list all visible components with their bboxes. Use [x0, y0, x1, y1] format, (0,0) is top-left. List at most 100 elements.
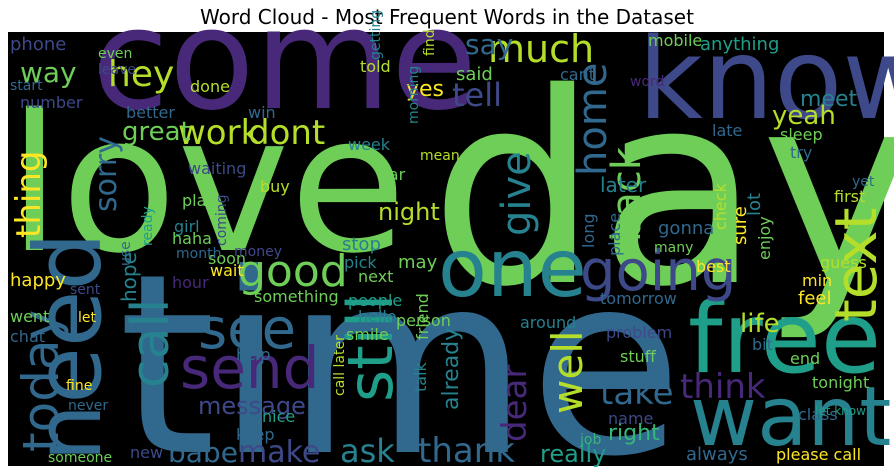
word: never — [68, 398, 108, 414]
word: late — [712, 121, 742, 140]
word: hope — [117, 252, 141, 302]
word: money — [234, 244, 282, 260]
word: need — [15, 232, 122, 462]
word: night — [378, 198, 440, 226]
word: phone — [10, 34, 66, 55]
word: later — [600, 173, 647, 197]
word: haha — [172, 229, 212, 248]
word: girl — [174, 217, 200, 236]
word: said — [456, 64, 493, 85]
word: person — [396, 311, 451, 330]
word: class — [798, 405, 838, 424]
word: cant — [560, 65, 595, 84]
word: let — [78, 310, 97, 326]
word: name — [608, 409, 653, 428]
word: guess — [820, 253, 867, 272]
word: call — [121, 299, 181, 388]
word: send — [180, 334, 319, 402]
word: talk — [411, 361, 430, 392]
word: already — [439, 328, 464, 410]
word: even — [98, 46, 132, 62]
word: always — [686, 444, 748, 465]
word: yeah — [772, 101, 836, 131]
word: well — [543, 330, 592, 414]
word: know — [638, 15, 894, 145]
word: mean — [420, 148, 460, 164]
word: end — [790, 349, 820, 368]
word: thing — [9, 151, 49, 238]
word: help — [236, 345, 271, 364]
word: right — [608, 421, 660, 446]
word: new — [130, 443, 163, 462]
word: month — [176, 246, 221, 262]
word: getting — [368, 10, 384, 60]
word: free — [688, 282, 881, 396]
word: plan — [182, 191, 217, 210]
word: tomorrow — [600, 289, 677, 308]
word: morning — [406, 66, 422, 124]
word: feel — [798, 288, 832, 309]
word: smile — [346, 325, 389, 344]
word: better — [126, 103, 175, 122]
word: stop — [342, 234, 381, 255]
word: yet — [852, 174, 875, 190]
word: please call — [776, 445, 861, 464]
word: enjoy — [755, 216, 774, 260]
word: week — [348, 135, 391, 154]
word: babe — [168, 436, 238, 469]
word: next — [358, 267, 393, 286]
word: today — [12, 310, 70, 452]
word: hour — [172, 273, 209, 292]
word: message — [198, 392, 306, 420]
cloud-background — [8, 32, 884, 466]
word: call later — [332, 335, 348, 396]
word: hey — [108, 54, 174, 95]
word: word — [630, 74, 664, 90]
word: start — [10, 78, 43, 94]
word: time — [118, 220, 683, 473]
word: come — [92, 0, 477, 142]
word: find — [422, 29, 438, 56]
word: nice — [262, 407, 295, 426]
word: way — [20, 56, 77, 89]
word: car — [380, 165, 406, 184]
word: mobile — [648, 31, 702, 50]
word: love — [8, 74, 406, 295]
word: make — [238, 435, 320, 470]
word: win — [248, 103, 276, 122]
word: job — [579, 432, 601, 448]
word: problem — [606, 323, 672, 342]
chart-title: Word Cloud - Most Frequent Words in the … — [200, 5, 694, 29]
word: back — [604, 146, 650, 242]
word: ask — [340, 432, 395, 470]
word: want — [690, 370, 891, 465]
word: anything — [700, 34, 779, 55]
word: best — [696, 257, 731, 276]
word: home — [570, 63, 616, 176]
word: give — [494, 151, 540, 236]
word: buy — [260, 177, 290, 196]
word: meet — [800, 87, 858, 112]
word: great — [122, 117, 191, 147]
word: went — [10, 307, 49, 326]
word: lot — [744, 193, 765, 216]
word: tell — [452, 76, 502, 114]
word: try — [790, 143, 812, 162]
word: around — [520, 313, 576, 332]
word: still — [334, 294, 407, 402]
word: min — [802, 271, 832, 290]
word: something — [254, 287, 339, 306]
word: many — [654, 240, 693, 256]
word: think — [680, 367, 766, 407]
word: see — [198, 297, 296, 362]
word: bit — [752, 335, 773, 354]
word: really — [540, 440, 606, 468]
word: text — [822, 208, 890, 322]
word: happy — [10, 270, 66, 291]
word: use — [118, 241, 134, 266]
word: place — [605, 213, 624, 256]
word: long — [579, 213, 598, 248]
word: keep — [236, 425, 275, 444]
